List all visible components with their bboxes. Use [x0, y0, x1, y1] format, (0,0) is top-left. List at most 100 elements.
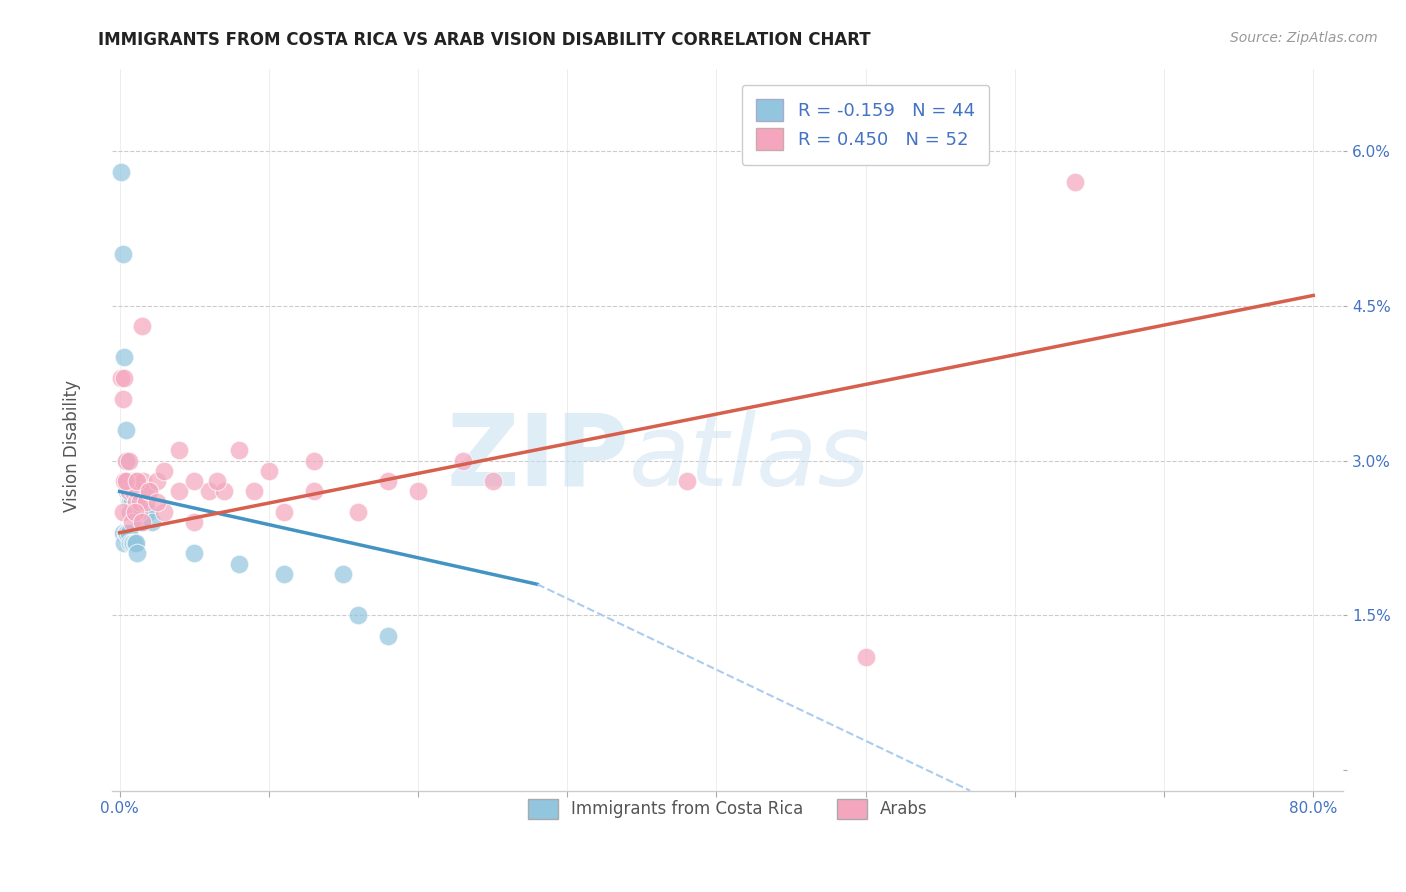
Point: [128, 505, 150, 519]
Point: [135, 495, 157, 509]
Point: [112, 351, 135, 365]
Point: [111, 505, 134, 519]
Point: [273, 505, 295, 519]
Point: [169, 484, 191, 499]
Point: [112, 474, 135, 488]
Point: [131, 516, 153, 530]
Point: [302, 484, 325, 499]
Point: [183, 474, 205, 488]
Point: [243, 484, 266, 499]
Point: [118, 505, 141, 519]
Point: [122, 484, 145, 499]
Text: ZIP: ZIP: [446, 410, 628, 507]
Point: [406, 484, 429, 499]
Point: [121, 516, 143, 530]
Point: [117, 484, 139, 499]
Point: [131, 516, 153, 530]
Point: [111, 525, 134, 540]
Point: [125, 495, 148, 509]
Point: [122, 484, 145, 499]
Point: [114, 453, 136, 467]
Point: [205, 474, 228, 488]
Point: [127, 505, 149, 519]
Point: [118, 505, 141, 519]
Point: [131, 319, 153, 334]
Point: [117, 453, 139, 467]
Point: [115, 525, 138, 540]
Point: [114, 423, 136, 437]
Point: [347, 505, 370, 519]
Point: [257, 464, 280, 478]
Point: [127, 484, 149, 499]
Point: [121, 495, 143, 509]
Point: [132, 484, 155, 499]
Point: [212, 484, 235, 499]
Point: [153, 505, 176, 519]
Point: [115, 474, 138, 488]
Point: [121, 484, 143, 499]
Point: [377, 474, 399, 488]
Point: [114, 474, 136, 488]
Point: [117, 484, 139, 499]
Point: [153, 464, 176, 478]
Point: [183, 546, 205, 560]
Point: [124, 536, 146, 550]
Point: [124, 505, 146, 519]
Point: [228, 557, 250, 571]
Point: [121, 536, 143, 550]
Point: [146, 474, 169, 488]
Point: [302, 453, 325, 467]
Point: [183, 516, 205, 530]
Point: [198, 484, 221, 499]
Text: Source: ZipAtlas.com: Source: ZipAtlas.com: [1230, 31, 1378, 45]
Point: [117, 484, 139, 499]
Point: [138, 484, 160, 499]
Point: [125, 495, 148, 509]
Point: [127, 546, 149, 560]
Point: [332, 566, 354, 581]
Text: Vision Disability: Vision Disability: [63, 380, 82, 512]
Point: [118, 536, 141, 550]
Point: [124, 484, 146, 499]
Point: [122, 536, 145, 550]
Point: [111, 247, 134, 261]
Point: [169, 443, 191, 458]
Point: [114, 525, 136, 540]
Point: [451, 453, 474, 467]
Point: [112, 536, 135, 550]
Point: [141, 516, 163, 530]
Point: [1063, 175, 1085, 189]
Point: [117, 525, 139, 540]
Point: [228, 443, 250, 458]
Point: [115, 484, 138, 499]
Point: [122, 505, 145, 519]
Point: [124, 474, 146, 488]
Point: [675, 474, 697, 488]
Point: [124, 505, 146, 519]
Point: [129, 495, 152, 509]
Text: IMMIGRANTS FROM COSTA RICA VS ARAB VISION DISABILITY CORRELATION CHART: IMMIGRANTS FROM COSTA RICA VS ARAB VISIO…: [98, 31, 872, 49]
Point: [273, 566, 295, 581]
Point: [135, 505, 157, 519]
Point: [855, 649, 877, 664]
Point: [377, 629, 399, 643]
Point: [125, 536, 148, 550]
Point: [112, 371, 135, 385]
Point: [121, 474, 143, 488]
Point: [118, 495, 141, 509]
Point: [138, 484, 160, 499]
Text: atlas: atlas: [628, 410, 870, 507]
Point: [132, 474, 155, 488]
Point: [347, 608, 370, 623]
Point: [134, 505, 156, 519]
Point: [481, 474, 503, 488]
Point: [115, 453, 138, 467]
Point: [111, 392, 134, 406]
Point: [138, 505, 160, 519]
Point: [127, 474, 149, 488]
Point: [128, 505, 150, 519]
Point: [129, 516, 152, 530]
Point: [146, 495, 169, 509]
Point: [110, 371, 132, 385]
Point: [110, 164, 132, 178]
